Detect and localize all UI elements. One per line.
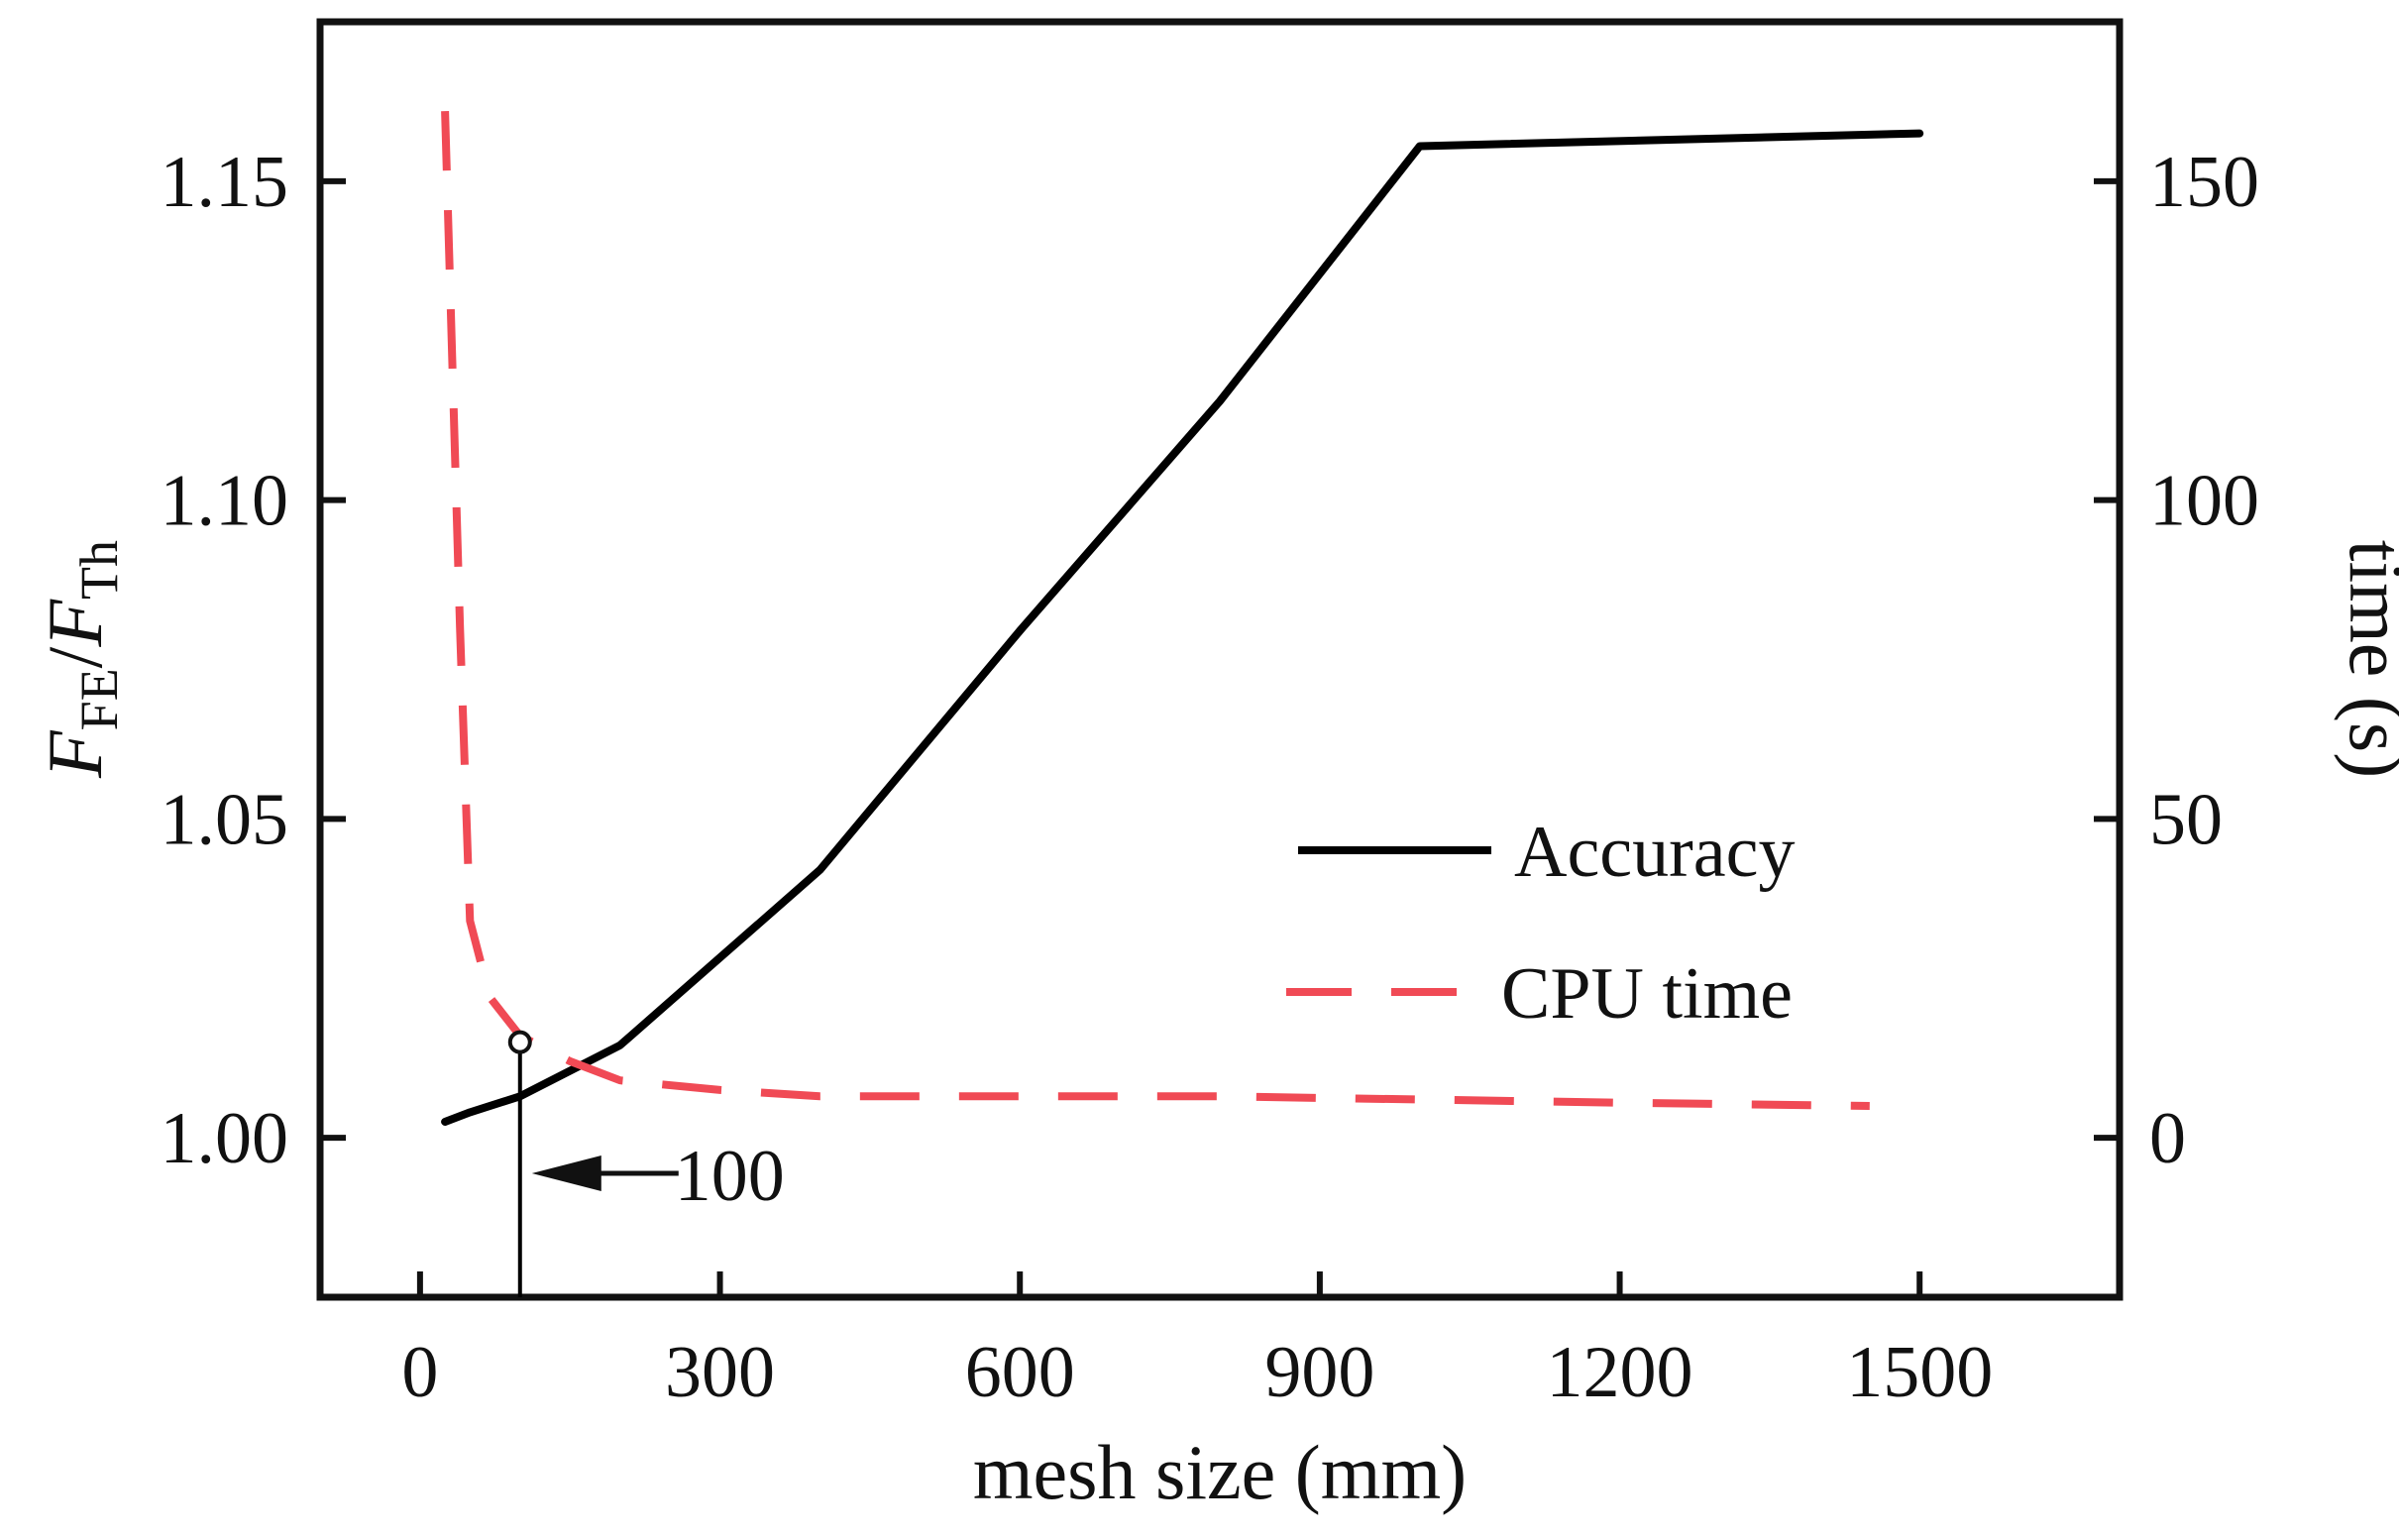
annotation-arrow-head — [531, 1155, 601, 1191]
x-tick-label-2: 600 — [965, 1332, 1075, 1413]
y-axis-left-title: FFE/FTh — [32, 540, 129, 779]
x-tick-label-0: 0 — [401, 1332, 438, 1413]
legend-label-accuracy: Accuracy — [1514, 812, 1795, 893]
annotation-label: 100 — [675, 1136, 785, 1217]
y-right-tick-label-2: 100 — [2149, 461, 2259, 542]
annotation-marker — [507, 1030, 532, 1054]
series-layer — [441, 110, 1924, 1126]
x-axis-title: mesh size (mm) — [973, 1429, 1467, 1515]
annotation-layer: 100 — [507, 1030, 785, 1297]
y-axis-right-title: time (s) — [2334, 540, 2399, 778]
y-right-tick-label-0: 0 — [2149, 1098, 2186, 1179]
y-left-title-sub2: Th — [69, 540, 129, 600]
y-left-title-main2: F — [32, 599, 118, 648]
legend-label-cpu-time: CPU time — [1501, 953, 1793, 1035]
x-tick-label-4: 1200 — [1547, 1332, 1693, 1413]
y-left-tick-label-0: 1.00 — [161, 1098, 289, 1179]
series-line-accuracy — [441, 129, 1924, 1126]
y-left-title-sep: / — [32, 646, 118, 668]
y-right-tick-label-3: 150 — [2149, 142, 2259, 223]
ticks-layer: 0 300 600 900 1200 1500 1.00 1.05 1.10 1.15 0 50 100… — [161, 142, 2260, 1413]
y-left-tick-label-3: 1.15 — [161, 142, 289, 223]
plot-frame — [316, 18, 2124, 1301]
y-right-tick-label-1: 50 — [2149, 779, 2223, 860]
series-line-cpu-time — [441, 110, 1870, 1110]
y-left-tick-label-1: 1.05 — [161, 779, 289, 860]
x-tick-label-5: 1500 — [1846, 1332, 1993, 1413]
x-tick-label-1: 300 — [665, 1332, 775, 1413]
y-left-tick-label-2: 1.10 — [161, 461, 289, 542]
y-left-title-sub1: FE — [69, 668, 129, 730]
y-left-title-main: F — [32, 729, 118, 779]
x-tick-label-3: 900 — [1264, 1332, 1374, 1413]
legend: Accuracy CPU time — [1286, 812, 1795, 1035]
